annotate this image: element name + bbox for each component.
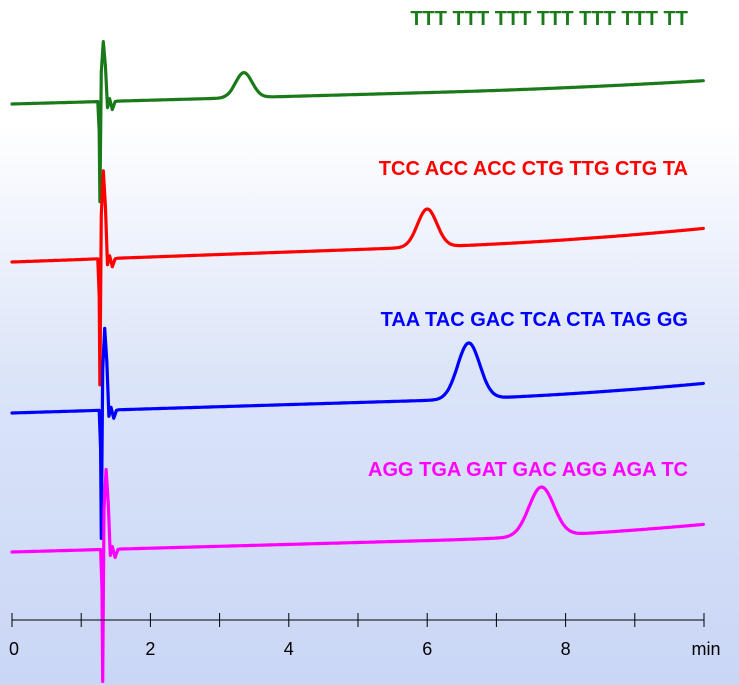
x-tick-label-4: 8 <box>561 639 571 659</box>
series-line-2 <box>10 169 705 387</box>
series-labels: TTT TTT TTT TTT TTT TTT TT TCC ACC ACC CT… <box>368 8 688 481</box>
series-line-1 <box>10 40 705 204</box>
series-label-2: TCC ACC ACC CTG TTG CTG TA <box>379 158 688 180</box>
x-tick-label-1: 2 <box>145 639 155 659</box>
x-tick-label-3: 6 <box>422 639 432 659</box>
x-tick-label-0: 0 <box>9 639 19 659</box>
x-axis-unit-label: min <box>691 639 720 659</box>
series-line-3 <box>10 326 705 540</box>
series-label-1: TTT TTT TTT TTT TTT TTT TT <box>410 8 688 30</box>
series-label-4: AGG TGA GAT GAC AGG AGA TC <box>368 459 688 481</box>
traces-group <box>10 40 705 684</box>
series-line-4 <box>10 467 705 684</box>
series-label-3: TAA TAC GAC TCA CTA TAG GG <box>381 309 688 331</box>
x-tick-label-2: 4 <box>284 639 294 659</box>
x-axis: 0 2 4 6 8 min <box>9 613 721 659</box>
